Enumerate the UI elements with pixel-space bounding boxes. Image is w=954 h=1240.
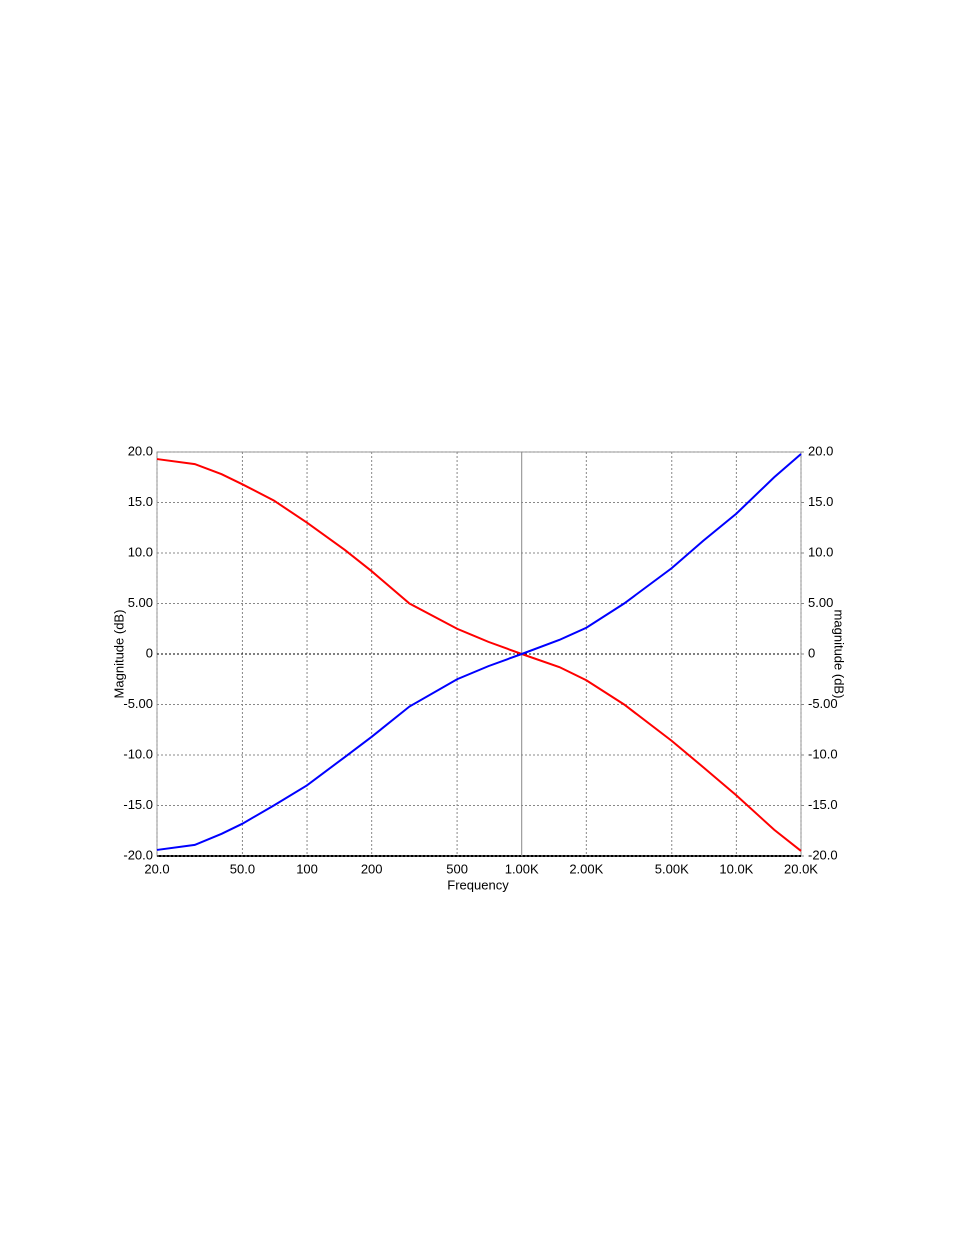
y-tick-label: 15.0 [128, 494, 153, 509]
y2-tick-label: 15.0 [808, 494, 833, 509]
y2-tick-label: -15.0 [808, 797, 838, 812]
x-tick-label: 2.00K [569, 861, 603, 876]
y2-tick-label: 10.0 [808, 544, 833, 559]
x-tick-label: 200 [361, 861, 383, 876]
y2-axis-label: magnitude (dB) [832, 610, 847, 699]
y2-tick-label: -10.0 [808, 746, 838, 761]
x-tick-label: 1.00K [505, 861, 539, 876]
series-line [156, 453, 802, 851]
x-tick-label: 20.0K [784, 861, 818, 876]
x-tick-label: 100 [296, 861, 318, 876]
y-tick-label: 0 [146, 645, 153, 660]
y-tick-label: 10.0 [128, 544, 153, 559]
y-axis-label: Magnitude (dB) [111, 610, 126, 699]
y-tick-label: 20.0 [128, 443, 153, 458]
y-tick-label: -5.00 [123, 696, 153, 711]
x-tick-label: 50.0 [230, 861, 255, 876]
x-tick-label: 20.0 [144, 861, 169, 876]
y2-tick-label: 5.00 [808, 595, 833, 610]
y-tick-label: -20.0 [123, 847, 153, 862]
y2-tick-label: -5.00 [808, 696, 838, 711]
y-tick-label: 5.00 [128, 595, 153, 610]
y2-tick-label: 0 [808, 645, 815, 660]
y2-tick-label: -20.0 [808, 847, 838, 862]
y-tick-label: -10.0 [123, 746, 153, 761]
series-line [156, 458, 802, 852]
x-tick-label: 5.00K [655, 861, 689, 876]
y2-tick-label: 20.0 [808, 443, 833, 458]
y-tick-label: -15.0 [123, 797, 153, 812]
x-tick-label: 500 [446, 861, 468, 876]
x-axis-label: Frequency [447, 877, 509, 892]
x-tick-label: 10.0K [719, 861, 753, 876]
